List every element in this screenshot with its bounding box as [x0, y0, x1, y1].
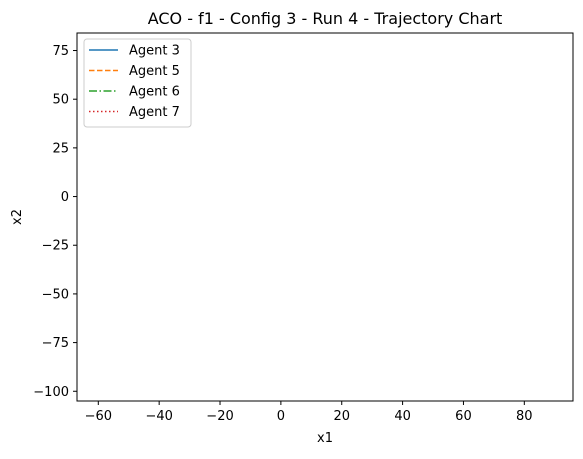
x-tick-label: 60 [455, 409, 472, 424]
x-axis: −60 −40 −20 0 20 40 60 80 [85, 401, 533, 424]
y-tick-label: −50 [42, 287, 69, 302]
legend-label: Agent 3 [129, 44, 180, 59]
legend-label: Agent 5 [129, 64, 180, 79]
legend-box [83, 38, 192, 128]
y-tick-label: −75 [42, 336, 69, 351]
y-tick-label: 50 [52, 93, 69, 108]
y-tick-label: −25 [42, 239, 69, 254]
y-tick-label: 0 [61, 190, 69, 205]
legend-label: Agent 6 [129, 85, 180, 100]
legend-label: Agent 7 [129, 105, 180, 120]
x-tick-label: 0 [277, 409, 285, 424]
x-tick-label: −40 [145, 409, 172, 424]
x-tick-label: 80 [516, 409, 533, 424]
x-axis-label: x1 [317, 431, 333, 446]
y-tick-label: −100 [33, 385, 69, 400]
x-tick-label: −60 [85, 409, 112, 424]
plot-area [76, 32, 574, 402]
y-axis: 75 50 25 0 −25 −50 −75 −100 [33, 44, 77, 400]
x-tick-label: 20 [333, 409, 350, 424]
chart-title: ACO - f1 - Config 3 - Run 4 - Trajectory… [148, 9, 503, 28]
y-axis-label: x2 [10, 209, 25, 225]
y-tick-label: 75 [52, 44, 69, 59]
legend: Agent 3 Agent 5 Agent 6 Agent 7 [83, 38, 192, 128]
x-tick-label: 40 [394, 409, 411, 424]
y-tick-label: 25 [52, 141, 69, 156]
x-tick-label: −20 [206, 409, 233, 424]
